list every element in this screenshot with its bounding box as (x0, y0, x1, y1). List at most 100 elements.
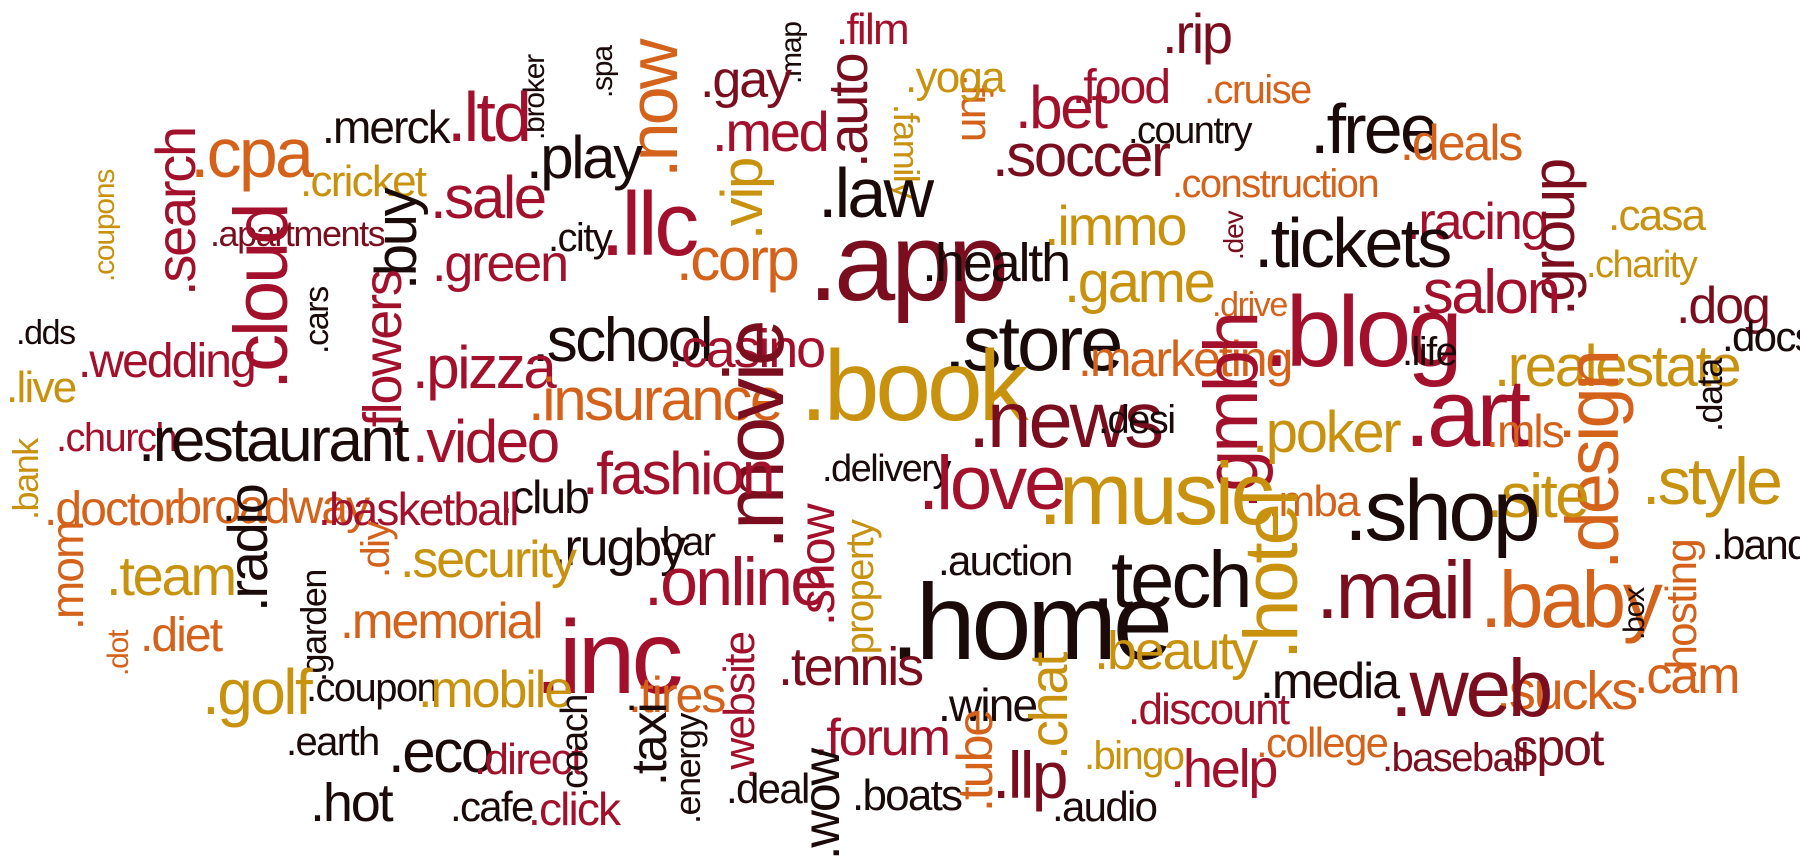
word-spot: .spot (1500, 719, 1604, 777)
word-wedding: .wedding (78, 335, 257, 388)
word-app: .app (808, 201, 1009, 324)
word-show: .show (789, 505, 845, 626)
word-free: .free (1310, 90, 1439, 168)
word-mail: .mail (1316, 545, 1476, 636)
word-dds: .dds (16, 314, 76, 352)
word-school: .school (532, 306, 714, 375)
word-mom: .mom (41, 522, 93, 630)
word-inc: .inc (534, 600, 683, 716)
word-baseball: .baseball (1382, 736, 1529, 780)
word-style: .style (1642, 444, 1783, 518)
word-search: .search (144, 128, 207, 296)
word-book: .book (800, 330, 1029, 442)
word-docs: .docs (1722, 313, 1800, 360)
word-tires: .tires (628, 667, 726, 723)
word-diy: .diy (354, 522, 398, 578)
word-store: .store (944, 299, 1123, 387)
word-band: .band (1712, 521, 1800, 568)
word-love: .love (918, 441, 1066, 526)
word-immo: .immo (1044, 194, 1187, 257)
word-team: .team (106, 544, 237, 607)
word-poker: .poker (1252, 400, 1402, 465)
word-country: .country (1128, 110, 1253, 152)
word-merck: .merck (322, 101, 451, 153)
word-green: .green (432, 235, 569, 293)
word-bar: .bar (652, 520, 716, 564)
word-baby: .baby (1480, 555, 1663, 644)
word-dev: .dev (1218, 211, 1249, 260)
word-corp: .corp (676, 226, 800, 293)
word-llc: .llc (600, 175, 699, 275)
word-discount: .discount (1128, 685, 1290, 734)
word-dot: .dot (102, 630, 135, 676)
word-tickets: .tickets (1254, 204, 1452, 282)
word-tennis: .tennis (778, 637, 924, 697)
word-golf: .golf (202, 656, 313, 728)
word-bank: .bank (5, 439, 46, 520)
word-wow: .wow (793, 749, 851, 860)
word-auction: .auction (938, 537, 1073, 584)
word-food: .food (1072, 61, 1171, 114)
word-realestate: .realestate (1494, 334, 1742, 399)
word-rugby: .rugby (552, 519, 686, 577)
word-bingo: .bingo (1084, 734, 1185, 778)
word-med: .med (712, 100, 830, 163)
word-hot: .hot (310, 773, 394, 833)
word-cruise: .cruise (1204, 68, 1312, 112)
word-music: .music (1038, 444, 1275, 543)
word-web: .web (1390, 643, 1553, 734)
word-gay: .gay (700, 51, 792, 109)
word-llp: .llp (992, 738, 1068, 812)
word-drive: .drive (1212, 286, 1288, 324)
word-sale: .sale (430, 164, 547, 231)
word-cpa: .cpa (190, 114, 314, 192)
word-news: .news (968, 375, 1164, 464)
word-restaurant: .restaurant (138, 406, 410, 475)
word-click: .click (528, 783, 621, 835)
word-marketing: .marketing (1078, 331, 1293, 387)
word-memorial: .memorial (340, 593, 543, 649)
word-basketball: .basketball (318, 483, 520, 535)
word-delivery: .delivery (822, 448, 951, 490)
word-pizza: .pizza (412, 334, 557, 401)
word-apartments: .apartments (210, 213, 386, 254)
word-desi: .desi (1098, 398, 1176, 442)
word-online: .online (644, 544, 828, 620)
word-film: .film (836, 5, 910, 54)
word-cars: .cars (298, 287, 336, 354)
word-soccer: .soccer (992, 122, 1171, 189)
word-video: .video (412, 408, 560, 475)
word-college: .college (1256, 719, 1389, 766)
word-club: .club (500, 471, 590, 523)
word-coupons: .coupons (88, 169, 121, 282)
word-dog: .dog (1676, 277, 1771, 335)
word-salon: .salon (1408, 258, 1561, 327)
word-mls: .mls (1486, 405, 1565, 457)
word-live: .live (6, 363, 77, 412)
word-deal: .deal (726, 765, 810, 812)
word-law: .law (818, 154, 934, 232)
word-help: .help (1170, 739, 1278, 799)
word-cam: .cam (1634, 647, 1740, 705)
word-audio: .audio (1052, 783, 1158, 830)
word-rip: .rip (1162, 2, 1233, 65)
word-casa: .casa (1608, 191, 1706, 240)
word-site: .site (1486, 462, 1590, 531)
word-insurance: .insurance (528, 366, 783, 433)
word-tech: .tech (1092, 535, 1253, 624)
word-yoga: .yoga (905, 53, 1006, 102)
word-earth: .earth (286, 720, 380, 764)
word-art: .art (1404, 360, 1531, 467)
word-mba: .mba (1268, 477, 1361, 526)
word-construction: .construction (1172, 162, 1380, 206)
word-sucks: .sucks (1496, 661, 1638, 721)
word-mobile: .mobile (418, 661, 573, 719)
word-casino: .casino (668, 319, 826, 379)
word-blog: .blog (1262, 276, 1463, 388)
word-website: .website (715, 632, 764, 780)
word-direct: .direct (474, 735, 583, 784)
word-auto: .auto (816, 54, 879, 168)
word-media: .media (1260, 653, 1400, 709)
word-bet: .bet (1015, 74, 1108, 141)
